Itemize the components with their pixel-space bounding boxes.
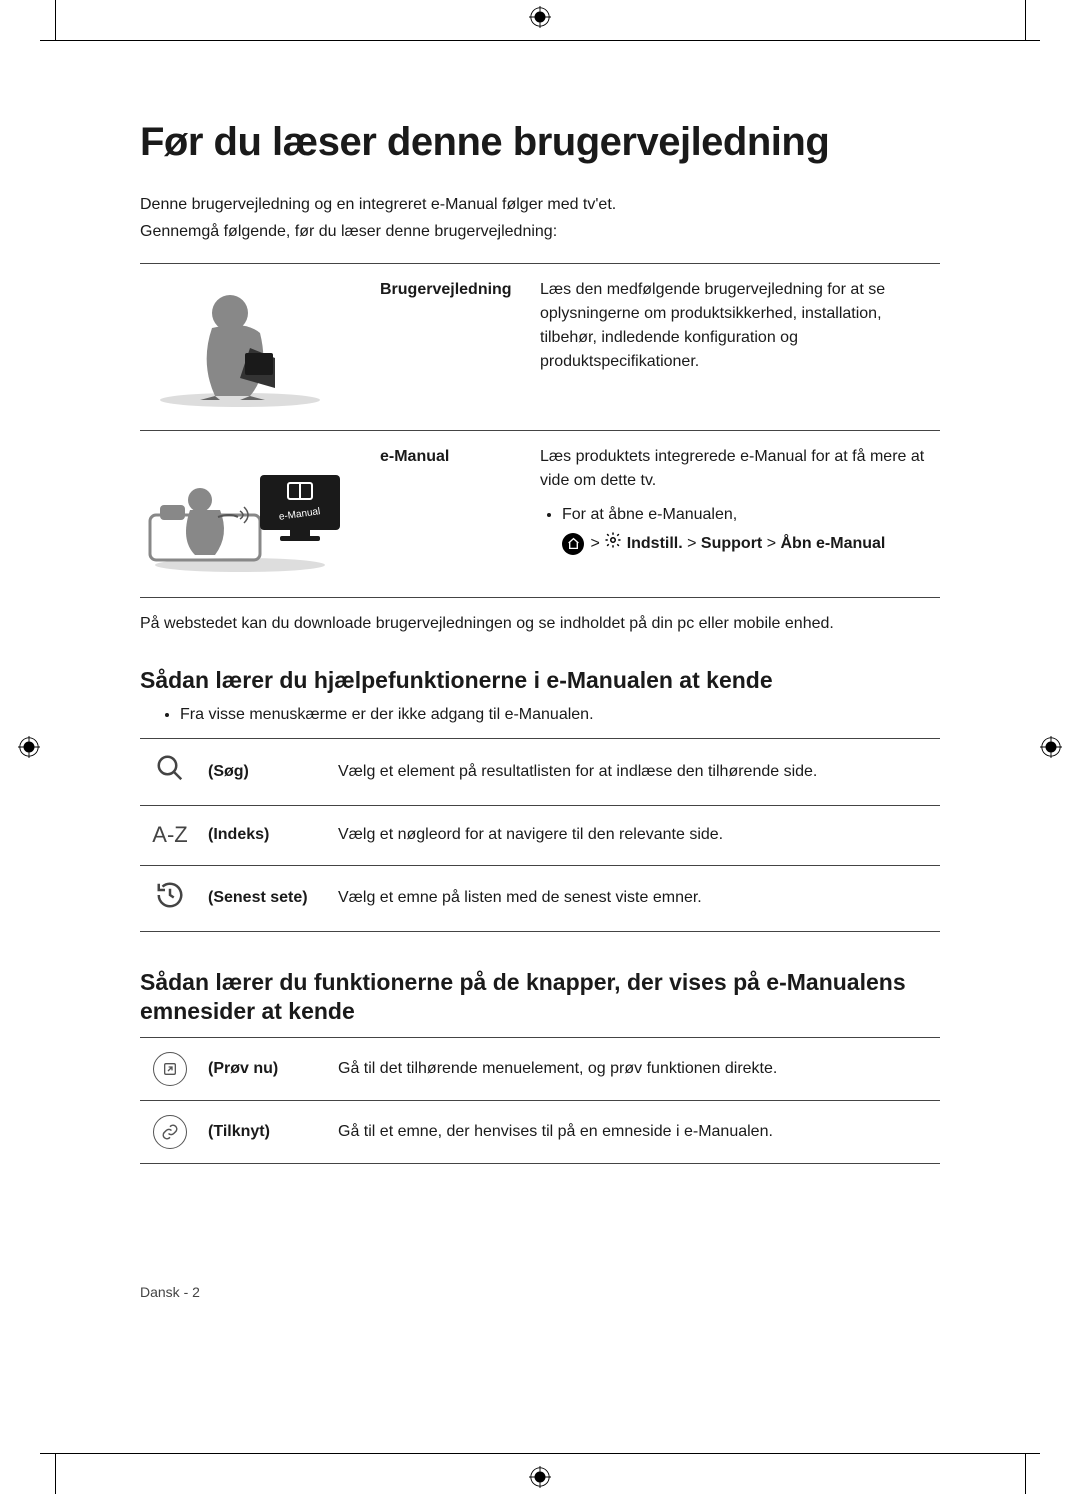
history-icon [155, 880, 185, 910]
documents-table: Brugervejledning Læs den medfølgende bru… [140, 263, 940, 598]
doc-label: Brugervejledning [380, 263, 540, 430]
emanual-desc: Læs produktets integrerede e-Manual for … [540, 448, 924, 489]
func-desc: Vælg et element på resultatlisten for at… [330, 739, 940, 805]
section-note: Fra visse menuskærme er der ikke adgang … [140, 706, 940, 724]
section-heading: Sådan lærer du hjælpefunktionerne i e-Ma… [140, 666, 940, 695]
section-heading: Sådan lærer du funktionerne på de knappe… [140, 968, 940, 1026]
intro-line-2: Gennemgå følgende, før du læser denne br… [140, 220, 940, 245]
gear-icon [604, 531, 622, 557]
help-functions-table: (Søg) Vælg et element på resultatlisten … [140, 738, 940, 932]
doc-desc: Læs produktets integrerede e-Manual for … [540, 430, 940, 597]
table-row: (Senest sete) Vælg et emne på listen med… [140, 865, 940, 931]
search-icon [155, 753, 185, 783]
table-row: Brugervejledning Læs den medfølgende bru… [140, 263, 940, 430]
index-az-icon: A-Z [152, 822, 187, 847]
table-row: (Søg) Vælg et element på resultatlisten … [140, 739, 940, 805]
registration-mark-icon [1040, 736, 1062, 758]
path-open: Åbn e-Manual [780, 535, 885, 552]
topic-buttons-table: (Prøv nu) Gå til det tilhørende menuelem… [140, 1037, 940, 1164]
open-label: For at åbne e-Manualen, [562, 506, 737, 523]
func-label: (Senest sete) [200, 865, 330, 931]
func-label: (Tilknyt) [200, 1101, 330, 1164]
icon-cell [140, 1038, 200, 1101]
illustration-cell: e-Manual [140, 430, 380, 597]
registration-mark-icon [529, 1466, 551, 1488]
note-item: Fra visse menuskærme er der ikke adgang … [180, 706, 940, 724]
icon-cell [140, 865, 200, 931]
doc-label: e-Manual [380, 430, 540, 597]
icon-cell: A-Z [140, 805, 200, 865]
nav-path: > Indstill. > Support > Åbn e-Manual [562, 531, 940, 557]
person-reading-icon [140, 278, 350, 408]
intro-line-1: Denne brugervejledning og en integreret … [140, 193, 940, 218]
func-desc: Vælg et emne på listen med de senest vis… [330, 865, 940, 931]
page-footer: Dansk - 2 [140, 1284, 940, 1300]
func-desc: Vælg et nøgleord for at navigere til den… [330, 805, 940, 865]
link-icon [153, 1115, 187, 1149]
func-label: (Søg) [200, 739, 330, 805]
registration-mark-icon [529, 6, 551, 28]
func-desc: Gå til det tilhørende menuelement, og pr… [330, 1038, 940, 1101]
path-support: Support [701, 535, 762, 552]
person-tv-emanual-icon: e-Manual [140, 445, 350, 575]
func-label: (Indeks) [200, 805, 330, 865]
registration-mark-icon [18, 736, 40, 758]
table-row: (Tilknyt) Gå til et emne, der henvises t… [140, 1101, 940, 1164]
table-row: (Prøv nu) Gå til det tilhørende menuelem… [140, 1038, 940, 1101]
table-row: A-Z (Indeks) Vælg et nøgleord for at nav… [140, 805, 940, 865]
table-row: e-Manual e-Manual Læs produktets integre… [140, 430, 940, 597]
home-icon [562, 533, 584, 555]
page-title: Før du læser denne brugervejledning [140, 120, 940, 165]
func-desc: Gå til et emne, der henvises til på en e… [330, 1101, 940, 1164]
func-label: (Prøv nu) [200, 1038, 330, 1101]
icon-cell [140, 1101, 200, 1164]
emanual-open-item: For at åbne e-Manualen, > Indstill. > Su… [562, 503, 940, 557]
intro-text: Denne brugervejledning og en integreret … [140, 193, 940, 245]
doc-desc: Læs den medfølgende brugervejledning for… [540, 263, 940, 430]
after-table-note: På webstedet kan du downloade brugervejl… [140, 612, 940, 636]
icon-cell [140, 739, 200, 805]
illustration-cell [140, 263, 380, 430]
try-now-icon [153, 1052, 187, 1086]
path-settings: Indstill. [627, 535, 683, 552]
